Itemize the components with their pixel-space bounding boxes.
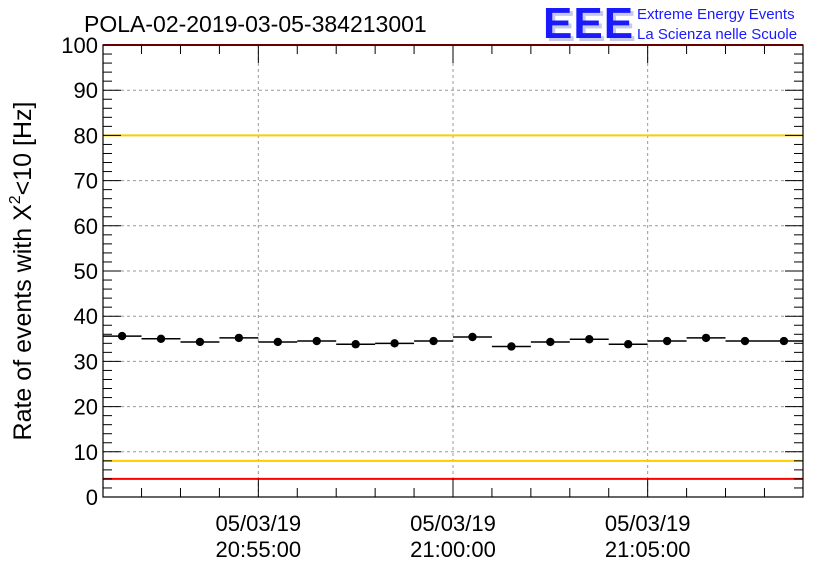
data-point [623, 340, 633, 349]
eee-logo-line2: La Scienza nelle Scuole [637, 26, 797, 43]
plot-frame [102, 44, 804, 498]
data-point [351, 340, 360, 349]
axis-ticks [103, 44, 803, 498]
y-axis-label: Rate of events with X2<10 [Hz] [7, 102, 37, 441]
y-tick-label: 10 [74, 440, 98, 465]
data-point [156, 334, 166, 343]
data-point [701, 333, 711, 343]
data-point [546, 337, 555, 347]
x-tick-label-time: 20:55:00 [216, 537, 302, 562]
chart-title: POLA-02-2019-03-05-384213001 [84, 11, 427, 37]
data-point [195, 337, 205, 347]
x-tick-label-time: 21:05:00 [605, 537, 691, 562]
data-point [234, 333, 244, 343]
x-tick-label-date: 05/03/19 [605, 511, 691, 536]
y-tick-label: 30 [74, 349, 98, 374]
data-point [312, 336, 321, 346]
y-tick-label: 20 [74, 395, 98, 420]
data-point [585, 335, 594, 344]
data-point [740, 336, 750, 346]
eee-logo: EEE EEE Extreme Energy Events La Scienza… [543, 0, 797, 51]
data-point [507, 342, 516, 351]
y-tick-label: 70 [74, 169, 98, 194]
data-point [468, 332, 477, 342]
y-tick-label: 0 [86, 485, 98, 510]
y-axis-label-tail: <10 [Hz] [9, 102, 37, 196]
y-tick-label: 80 [74, 123, 98, 148]
data-point [662, 336, 672, 346]
x-tick-label-date: 05/03/19 [216, 511, 302, 536]
y-tick-label: 100 [61, 33, 98, 58]
data-point [779, 336, 789, 346]
data-point [429, 336, 438, 346]
grid [103, 45, 803, 497]
y-axis-label-main: Rate of events with X [9, 204, 37, 441]
eee-logo-line1: Extreme Energy Events [637, 6, 795, 23]
data-point [117, 331, 127, 341]
eee-logo-mark: EEE [543, 0, 634, 48]
y-tick-label: 40 [74, 304, 98, 329]
x-tick-labels: 05/03/1920:55:0005/03/1921:00:0005/03/19… [216, 511, 691, 562]
y-tick-labels: 0 10 20 30 40 50 60 70 80 90 100 [61, 33, 98, 510]
y-tick-label: 90 [74, 78, 98, 103]
eee-logo-shadow: EEE [546, 2, 637, 51]
data-points [102, 331, 804, 351]
y-tick-label: 60 [74, 214, 98, 239]
x-tick-label-time: 21:00:00 [410, 537, 496, 562]
data-point [390, 339, 399, 348]
y-tick-label: 50 [74, 259, 98, 284]
x-tick-label-date: 05/03/19 [410, 511, 496, 536]
data-point [273, 337, 283, 347]
y-axis-label-superscript: 2 [7, 195, 24, 204]
